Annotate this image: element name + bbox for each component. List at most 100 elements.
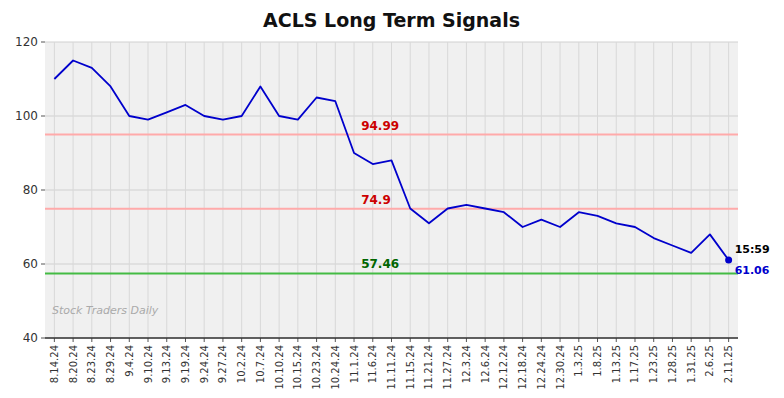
grid-line — [73, 42, 74, 338]
grid-line — [279, 42, 280, 338]
grid-line — [709, 42, 710, 338]
reference-line — [45, 134, 738, 136]
tick-label: 1.23.25 — [648, 345, 659, 383]
tick-label: 9.24.24 — [199, 345, 210, 383]
tick-label: 10.10.24 — [274, 345, 285, 390]
tick-label: 11.6.24 — [367, 345, 378, 383]
tick-label: 12.6.24 — [480, 345, 491, 383]
grid-line — [54, 42, 55, 338]
tick-label: 12.30.24 — [555, 345, 566, 390]
chart: 40 60 80 100 120 8.14.24 8.20.24 8.23.24 8.29.24… — [0, 0, 784, 398]
tick-label: 12.24.24 — [536, 345, 547, 390]
tick-label: 12.18.24 — [517, 345, 528, 390]
tick-label: 11.27.24 — [442, 345, 453, 390]
grid-line — [691, 42, 692, 338]
tick-label: 100 — [15, 109, 38, 123]
grid-line — [447, 42, 448, 338]
tick-label: 60 — [23, 257, 38, 271]
watermark: Stock Traders Daily — [52, 304, 159, 317]
tick-label: 2.6.25 — [704, 345, 715, 377]
grid-line — [428, 42, 429, 338]
tick — [41, 264, 45, 265]
grid-line — [185, 42, 186, 338]
grid-line — [634, 42, 635, 338]
tick-label: 11.15.24 — [405, 345, 416, 390]
tick-label: 10.24.24 — [330, 345, 341, 390]
reference-label: 94.99 — [361, 119, 399, 133]
reference-label: 57.46 — [361, 257, 399, 271]
y-axis: 40 60 80 100 120 — [15, 35, 45, 345]
grid-line — [354, 42, 355, 338]
reference-line — [45, 208, 738, 210]
tick-label: 8.23.24 — [86, 345, 97, 383]
tick-label: 9.13.24 — [161, 345, 172, 383]
tick-label: 8.14.24 — [49, 345, 60, 383]
grid-line — [372, 42, 373, 338]
tick-label: 2.11.25 — [723, 345, 734, 383]
plot-background — [45, 42, 738, 338]
tick-label: 11.21.24 — [423, 345, 434, 390]
tick — [41, 116, 45, 117]
grid-line — [616, 42, 617, 338]
tick-label: 8.20.24 — [68, 345, 79, 383]
grid-line — [391, 42, 392, 338]
last-time: 15:59 — [735, 243, 770, 256]
title: ACLS Long Term Signals — [263, 9, 520, 31]
grid-line — [166, 42, 167, 338]
annotations: 94.99 74.9 57.46 15:59 61.06 — [361, 119, 770, 278]
grid-line — [503, 42, 504, 338]
tick-label: 12.12.24 — [498, 345, 509, 390]
x-axis: 8.14.24 8.20.24 8.23.24 8.29.24 9.4.24 9.10.2… — [45, 338, 738, 390]
grid-line — [148, 42, 149, 338]
grid-line — [522, 42, 523, 338]
tick-label: 8.29.24 — [105, 345, 116, 383]
last-price: 61.06 — [735, 264, 770, 277]
tick — [41, 42, 45, 43]
grid-line — [222, 42, 223, 338]
tick-label: 1.13.25 — [611, 345, 622, 383]
reference-label: 74.9 — [361, 193, 391, 207]
tick-label: 9.4.24 — [124, 345, 135, 377]
tick-label: 1.31.25 — [686, 345, 697, 383]
tick-label: 1.17.25 — [629, 345, 640, 383]
grid-line — [204, 42, 205, 338]
tick-label: 10.23.24 — [311, 345, 322, 390]
x-axis-line — [45, 337, 738, 339]
tick — [41, 190, 45, 191]
grid-line — [672, 42, 673, 338]
grid-line — [728, 42, 729, 338]
last-point — [725, 257, 732, 264]
tick-label: 11.1.24 — [349, 345, 360, 383]
tick-label: 9.19.24 — [180, 345, 191, 383]
grid-line — [129, 42, 130, 338]
grid-line — [45, 338, 738, 339]
tick-label: 10.2.24 — [236, 345, 247, 383]
tick-label: 10.15.24 — [292, 345, 303, 390]
tick-label: 40 — [23, 331, 38, 345]
grid-line — [410, 42, 411, 338]
grid-line — [560, 42, 561, 338]
grid-line — [578, 42, 579, 338]
grid-line — [91, 42, 92, 338]
tick-label: 12.3.24 — [461, 345, 472, 383]
tick-label: 120 — [15, 35, 38, 49]
tick-label: 11.11.24 — [386, 345, 397, 390]
tick-label: 10.7.24 — [255, 345, 266, 383]
grid-line — [541, 42, 542, 338]
tick-label: 1.3.25 — [573, 345, 584, 377]
tick-label: 9.27.24 — [217, 345, 228, 383]
grid-line — [241, 42, 242, 338]
grid-line — [597, 42, 598, 338]
price-line — [54, 61, 728, 261]
tick-label: 9.10.24 — [143, 345, 154, 383]
grid-line — [466, 42, 467, 338]
tick-label: 1.8.25 — [592, 345, 603, 377]
grid-line — [653, 42, 654, 338]
tick — [41, 338, 45, 339]
grid — [45, 42, 738, 338]
grid-line — [316, 42, 317, 338]
marks — [45, 61, 738, 274]
tick-label: 80 — [23, 183, 38, 197]
reference-line — [45, 272, 738, 274]
grid-line — [335, 42, 336, 338]
